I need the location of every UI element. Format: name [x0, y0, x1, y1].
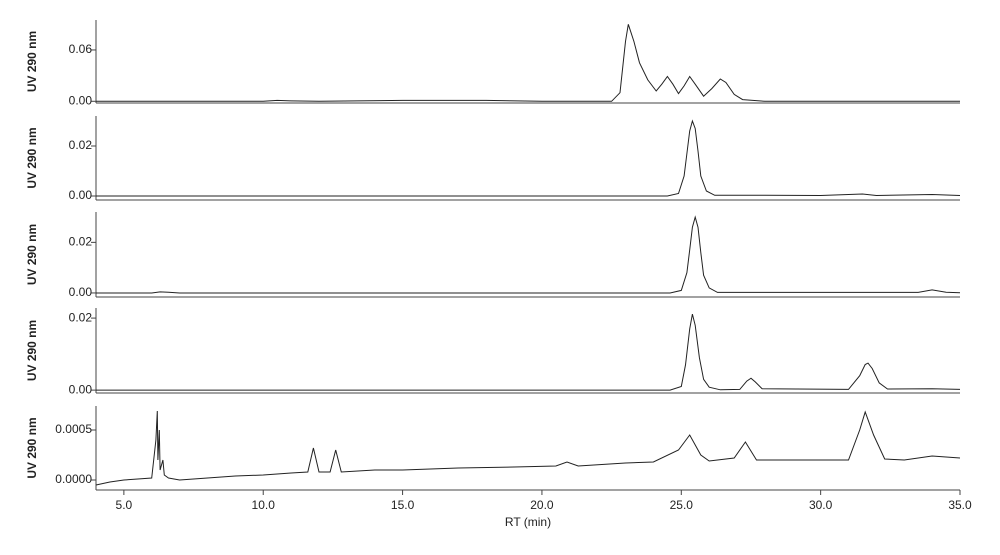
y-axis-label: UV 290 nm: [25, 320, 39, 381]
x-tick-label: 10.0: [252, 498, 276, 512]
y-tick-label: 0.00: [69, 382, 93, 396]
y-tick-label: 0.02: [69, 310, 93, 324]
y-tick-label: 0.02: [69, 235, 93, 249]
x-tick-label: 5.0: [116, 498, 133, 512]
y-tick-label: 0.06: [69, 42, 93, 56]
x-tick-label: 30.0: [809, 498, 833, 512]
y-axis-label: UV 290 nm: [25, 127, 39, 188]
y-tick-label: 0.00: [69, 285, 93, 299]
x-tick-label: 35.0: [948, 498, 972, 512]
y-tick-label: 0.02: [69, 138, 93, 152]
x-tick-label: 15.0: [391, 498, 415, 512]
x-tick-label: 20.0: [530, 498, 554, 512]
y-axis-label: UV 290 nm: [25, 31, 39, 92]
y-tick-label: 0.0000: [55, 472, 92, 486]
y-axis-label: UV 290 nm: [25, 224, 39, 285]
trace: [96, 313, 961, 391]
trace: [96, 24, 960, 102]
y-tick-label: 0.00: [69, 93, 93, 107]
y-tick-label: 0.0005: [55, 422, 92, 436]
x-tick-label: 25.0: [670, 498, 694, 512]
x-axis-label: RT (min): [505, 515, 551, 529]
y-tick-label: 0.00: [69, 188, 93, 202]
trace: [96, 119, 961, 197]
trace: [96, 215, 961, 294]
y-axis-label: UV 290 nm: [25, 417, 39, 478]
trace: [95, 410, 961, 486]
